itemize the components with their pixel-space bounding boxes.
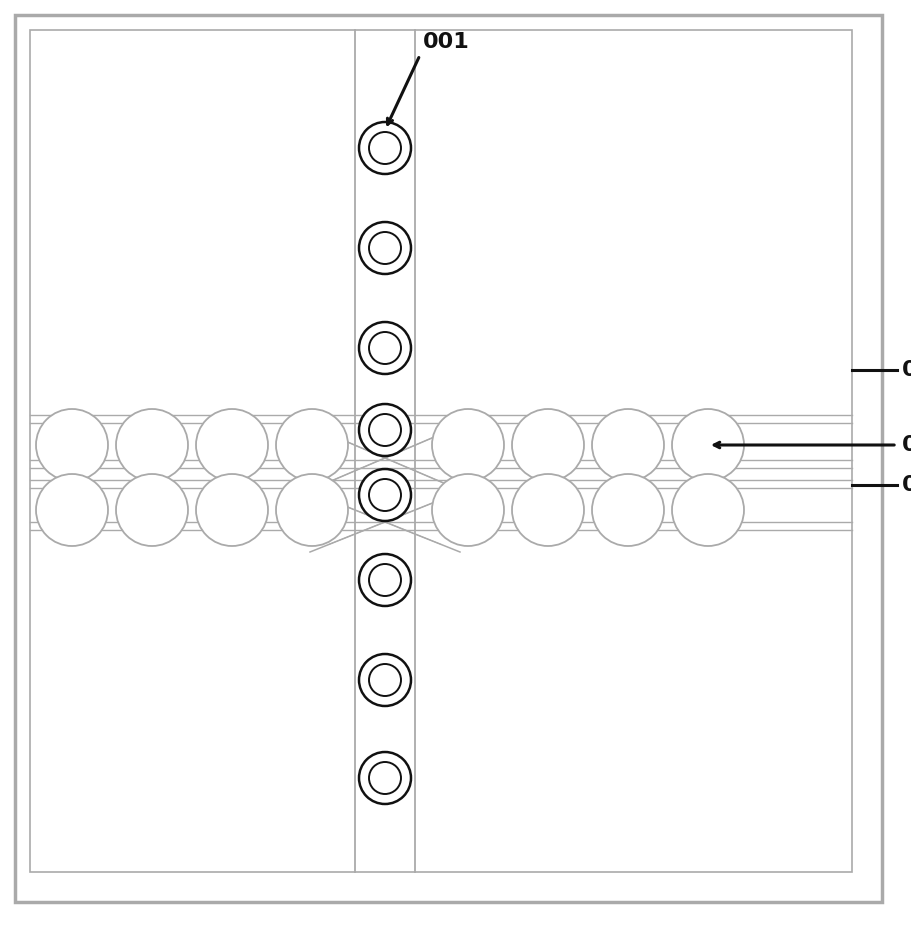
Text: 001: 001 bbox=[423, 32, 469, 52]
Circle shape bbox=[276, 474, 348, 546]
Text: 002: 002 bbox=[901, 360, 911, 380]
Circle shape bbox=[671, 409, 743, 481]
Circle shape bbox=[359, 404, 411, 456]
Circle shape bbox=[511, 409, 583, 481]
Circle shape bbox=[369, 132, 401, 164]
Circle shape bbox=[432, 409, 504, 481]
Text: 004: 004 bbox=[901, 475, 911, 495]
Circle shape bbox=[511, 474, 583, 546]
Circle shape bbox=[432, 474, 504, 546]
Circle shape bbox=[369, 762, 401, 794]
Circle shape bbox=[369, 414, 401, 446]
Circle shape bbox=[359, 222, 411, 274]
Circle shape bbox=[369, 664, 401, 696]
Circle shape bbox=[196, 409, 268, 481]
Circle shape bbox=[591, 409, 663, 481]
Circle shape bbox=[359, 469, 411, 521]
Circle shape bbox=[671, 474, 743, 546]
Circle shape bbox=[196, 474, 268, 546]
Circle shape bbox=[359, 752, 411, 804]
Circle shape bbox=[369, 232, 401, 264]
Circle shape bbox=[369, 332, 401, 364]
Text: 003: 003 bbox=[901, 435, 911, 455]
Circle shape bbox=[276, 409, 348, 481]
Circle shape bbox=[36, 409, 107, 481]
Circle shape bbox=[369, 479, 401, 511]
Circle shape bbox=[359, 654, 411, 706]
Circle shape bbox=[116, 409, 188, 481]
Circle shape bbox=[359, 554, 411, 606]
Circle shape bbox=[359, 322, 411, 374]
Circle shape bbox=[359, 122, 411, 174]
Circle shape bbox=[369, 564, 401, 596]
Circle shape bbox=[116, 474, 188, 546]
Circle shape bbox=[36, 474, 107, 546]
Circle shape bbox=[591, 474, 663, 546]
